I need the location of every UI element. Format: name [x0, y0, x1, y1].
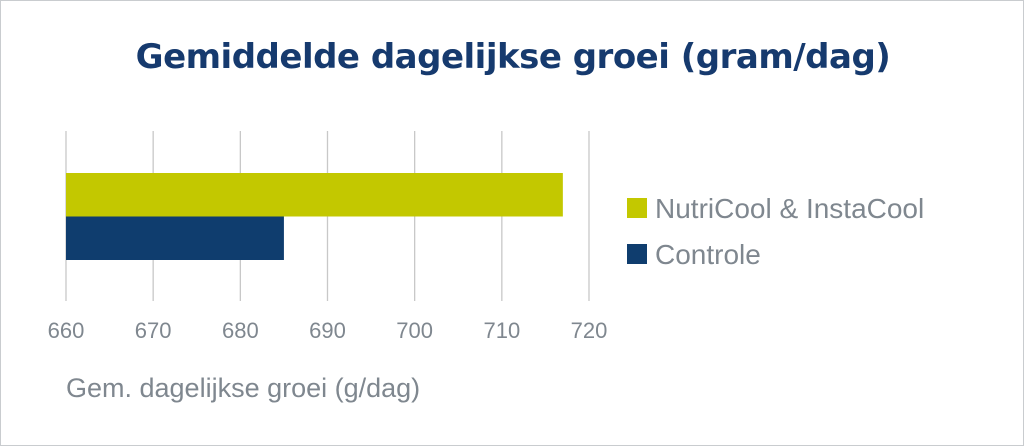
- x-tick-label: 670: [135, 318, 172, 343]
- bars: [66, 173, 563, 260]
- legend-label: Controle: [655, 239, 761, 270]
- legend-swatch: [627, 244, 647, 264]
- bar-controle: [66, 216, 284, 260]
- legend: NutriCool & InstaCool Controle: [627, 193, 924, 270]
- legend-label: NutriCool & InstaCool: [655, 193, 924, 224]
- x-tick-label: 720: [571, 318, 608, 343]
- bar-nutricool-instacool: [66, 173, 563, 217]
- x-axis-label: Gem. dagelijkse groei (g/dag): [66, 373, 420, 403]
- x-tick-label: 660: [48, 318, 85, 343]
- chart-title: Gemiddelde dagelijkse groei (gram/dag): [135, 37, 891, 77]
- x-tick-label: 700: [396, 318, 433, 343]
- legend-swatch: [627, 198, 647, 218]
- x-tick-labels: 660 670 680 690 700 710 720: [48, 318, 608, 343]
- x-tick-label: 710: [483, 318, 520, 343]
- x-tick-label: 690: [309, 318, 346, 343]
- x-tick-label: 680: [222, 318, 259, 343]
